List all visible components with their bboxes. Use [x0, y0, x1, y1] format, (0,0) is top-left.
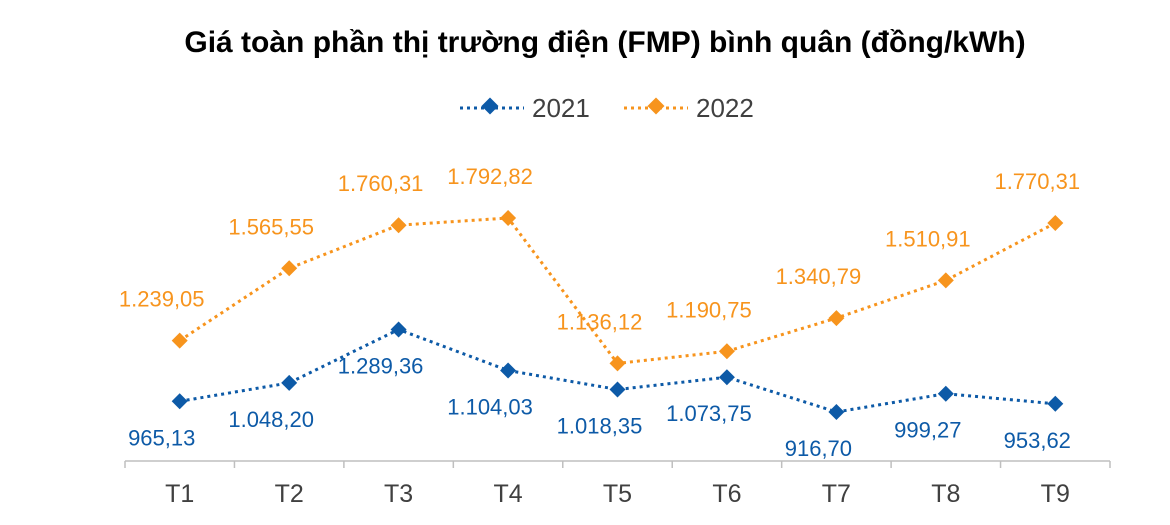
data-label-2022-T5: 1.136,12 [557, 309, 643, 334]
legend-entry-2021: 2021 [460, 93, 590, 123]
legend-label-2022: 2022 [696, 93, 754, 123]
point-2021-T6 [718, 369, 735, 386]
point-2022-T1 [171, 332, 188, 349]
legend-entry-2022: 2022 [624, 93, 754, 123]
point-2022-T4 [500, 210, 517, 226]
data-label-2021-T5: 1.018,35 [557, 414, 643, 439]
point-2021-T8 [937, 385, 954, 402]
data-label-2021-T7: 916,70 [785, 436, 852, 461]
x-tick-label-T8: T8 [931, 480, 960, 508]
chart-title: Giá toàn phần thị trường điện (FMP) bình… [184, 26, 1025, 59]
data-label-2021-T3: 1.289,36 [338, 353, 424, 378]
point-2021-T7 [828, 404, 845, 420]
point-2022-T8 [937, 272, 954, 289]
data-label-2021-T2: 1.048,20 [228, 407, 314, 432]
x-tick-label-T2: T2 [275, 480, 304, 508]
x-tick-label-T9: T9 [1041, 480, 1070, 508]
legend-marker-2022 [647, 97, 665, 115]
data-label-2022-T8: 1.510,91 [885, 226, 971, 251]
point-2021-T4 [500, 362, 517, 379]
legend-label-2021: 2021 [532, 93, 590, 123]
point-2022-T3 [390, 217, 407, 234]
x-tick-label-T3: T3 [384, 480, 413, 508]
data-labels: 965,13 1.048,20 1.289,36 1.104,03 1.018,35 1.… [119, 164, 1080, 461]
point-2022-T2 [281, 260, 298, 277]
data-label-2022-T3: 1.760,31 [338, 171, 424, 196]
legend: 2021 2022 [460, 93, 754, 123]
point-2021-T9 [1047, 395, 1064, 412]
data-label-2022-T6: 1.190,75 [666, 297, 752, 322]
x-tick-label-T1: T1 [165, 480, 194, 508]
data-label-2021-T1: 965,13 [128, 425, 195, 450]
data-label-2021-T4: 1.104,03 [447, 395, 533, 420]
series-layer [171, 210, 1064, 420]
point-2021-T3 [390, 321, 407, 338]
point-2022-T5 [609, 355, 626, 372]
x-tick-label-T5: T5 [603, 480, 632, 508]
x-tick-label-T7: T7 [822, 480, 851, 508]
data-label-2021-T9: 953,62 [1004, 428, 1071, 453]
point-2021-T1 [171, 393, 188, 410]
point-2022-T9 [1047, 215, 1064, 231]
data-label-2022-T7: 1.340,79 [776, 264, 862, 289]
point-2022-T6 [718, 343, 735, 360]
point-2022-T7 [828, 310, 845, 327]
x-tick-label-T6: T6 [712, 480, 741, 508]
data-label-2022-T1: 1.239,05 [119, 287, 205, 312]
data-label-2022-T9: 1.770,31 [994, 169, 1080, 194]
data-label-2022-T2: 1.565,55 [228, 214, 314, 239]
x-axis: T1 T2 T3 T4 T5 T6 T7 T8 T9 [124, 460, 1111, 508]
data-label-2022-T4: 1.792,82 [447, 164, 533, 189]
data-label-2021-T8: 999,27 [894, 418, 961, 443]
point-2021-T2 [281, 374, 298, 391]
legend-marker-2021 [481, 97, 499, 115]
point-2021-T5 [609, 381, 626, 398]
x-tick-label-T4: T4 [493, 480, 522, 508]
data-label-2021-T6: 1.073,75 [666, 401, 752, 426]
